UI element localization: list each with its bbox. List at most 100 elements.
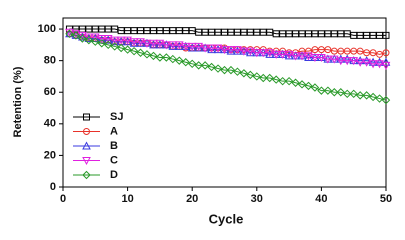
marker <box>226 46 236 55</box>
marker <box>129 38 139 47</box>
marker <box>362 58 371 67</box>
marker <box>213 45 223 54</box>
marker <box>71 31 81 40</box>
marker <box>375 60 384 69</box>
marker <box>155 53 165 62</box>
legend-label: C <box>110 154 118 166</box>
marker <box>226 65 236 75</box>
marker <box>207 45 216 54</box>
marker <box>369 49 377 57</box>
marker <box>342 54 352 63</box>
legend-label: SJ <box>110 111 123 123</box>
marker <box>200 61 210 70</box>
marker <box>65 29 74 39</box>
marker <box>382 31 390 39</box>
marker <box>168 41 178 50</box>
marker <box>297 80 307 89</box>
marker <box>142 39 152 48</box>
marker <box>258 49 268 58</box>
marker <box>200 44 210 53</box>
marker <box>220 46 229 55</box>
marker <box>207 44 216 53</box>
legend-marker <box>83 113 90 121</box>
marker <box>226 46 236 55</box>
marker <box>116 36 126 45</box>
marker <box>284 50 294 59</box>
marker <box>136 38 145 47</box>
marker <box>103 35 113 44</box>
marker <box>304 81 313 91</box>
marker <box>181 58 190 67</box>
marker <box>116 43 126 53</box>
y-tick-label: 40 <box>44 118 56 130</box>
y-tick-label: 20 <box>44 149 56 161</box>
marker <box>84 33 94 42</box>
legend-label: B <box>110 140 118 152</box>
y-axis-label: Retention (%) <box>12 66 24 137</box>
marker <box>194 42 203 51</box>
marker <box>162 41 171 50</box>
marker <box>271 50 281 59</box>
marker <box>194 61 203 70</box>
marker <box>175 56 184 65</box>
marker <box>246 47 255 56</box>
marker <box>78 31 87 40</box>
marker <box>84 35 94 45</box>
marker <box>233 46 242 55</box>
y-tick-label: 0 <box>50 181 56 193</box>
marker <box>187 43 197 52</box>
marker <box>355 91 365 100</box>
marker <box>149 40 158 49</box>
marker <box>181 42 191 51</box>
marker <box>149 39 158 48</box>
marker <box>382 49 390 57</box>
marker <box>136 48 145 57</box>
marker <box>252 49 262 58</box>
marker <box>310 83 320 92</box>
marker <box>323 55 333 64</box>
marker <box>349 57 359 66</box>
marker <box>362 91 371 100</box>
marker <box>323 86 333 95</box>
marker <box>291 52 300 61</box>
marker <box>123 37 132 46</box>
marker <box>187 42 197 51</box>
marker <box>336 57 346 66</box>
marker <box>123 36 132 45</box>
marker <box>381 61 391 70</box>
marker <box>91 37 100 46</box>
marker <box>104 40 113 50</box>
marker <box>310 53 320 63</box>
x-tick-label: 10 <box>121 193 133 205</box>
marker <box>278 76 287 86</box>
marker <box>129 46 139 56</box>
marker <box>97 39 106 48</box>
marker <box>123 45 132 54</box>
marker <box>162 53 171 62</box>
marker <box>155 40 165 49</box>
marker <box>329 55 339 64</box>
marker <box>265 49 275 58</box>
marker <box>213 64 223 73</box>
legend-marker <box>83 128 90 135</box>
marker <box>233 67 242 76</box>
marker <box>110 42 119 51</box>
marker <box>174 41 184 50</box>
marker <box>259 73 268 83</box>
marker <box>110 36 120 45</box>
marker <box>284 76 294 86</box>
marker <box>317 86 326 95</box>
marker <box>375 94 384 103</box>
x-tick-label: 50 <box>380 193 392 205</box>
marker <box>233 46 242 55</box>
marker <box>368 57 378 66</box>
x-tick-label: 0 <box>60 193 66 205</box>
marker <box>265 73 274 83</box>
marker <box>362 56 371 65</box>
marker <box>355 58 365 67</box>
y-tick-label: 100 <box>38 23 56 35</box>
marker <box>336 54 346 63</box>
marker <box>155 39 165 48</box>
marker <box>194 43 203 52</box>
marker <box>375 57 384 66</box>
